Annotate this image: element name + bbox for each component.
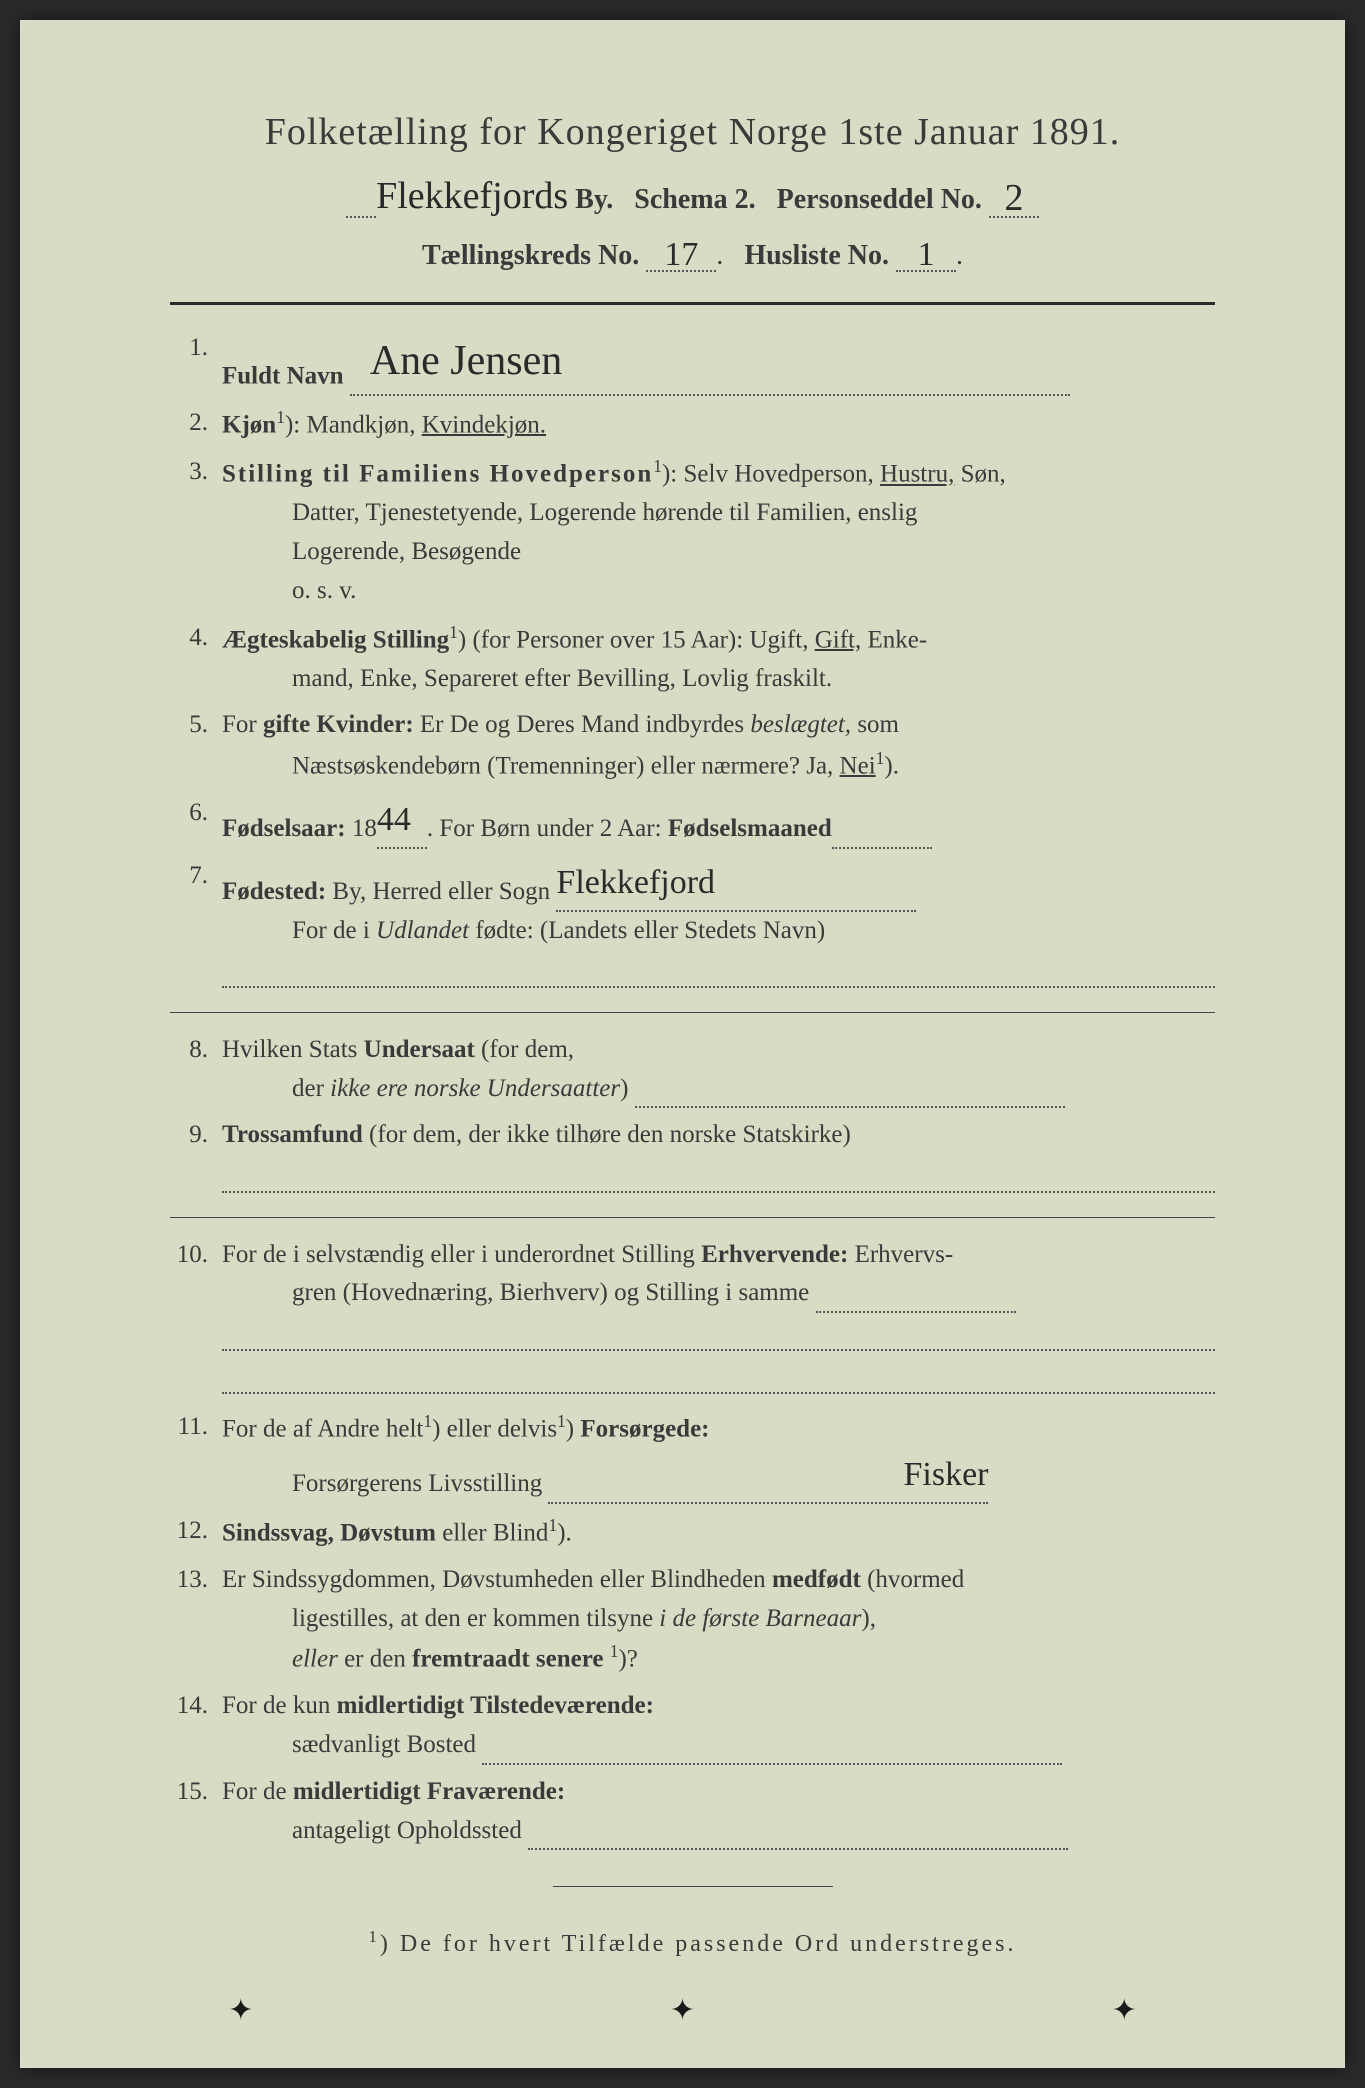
item-9: 9. Trossamfund (for dem, der ikke tilhør… (170, 1116, 1215, 1198)
form-title: Folketælling for Kongeriget Norge 1ste J… (170, 110, 1215, 154)
personseddel-label: Personseddel No. (777, 184, 982, 215)
item-num: 14. (170, 1687, 222, 1765)
kvindekjon-underlined: Kvindekjøn. (422, 411, 546, 438)
ink-mark-icon: ✦ (670, 1993, 695, 2028)
nei-underlined: Nei (840, 752, 876, 779)
kjon-label: Kjøn (222, 411, 276, 438)
header-divider (170, 302, 1215, 305)
fodested-label: Fødested: (222, 878, 326, 905)
personseddel-no: 2 (1004, 176, 1023, 220)
item-4-line2: mand, Enke, Separeret efter Bevilling, L… (222, 660, 1215, 699)
dotted-line (222, 1357, 1215, 1395)
item-num: 8. (170, 1031, 222, 1109)
husliste-label: Husliste No. (744, 240, 889, 271)
item-7: 7. Fødested: By, Herred eller Sogn Flekk… (170, 857, 1215, 994)
footnote-divider (553, 1886, 833, 1887)
aegteskab-label: Ægteskabelig Stilling (222, 626, 449, 653)
item-13: 13. Er Sindssygdommen, Døvstumheden elle… (170, 1561, 1215, 1680)
page-marks: ✦ ✦ ✦ (20, 1993, 1345, 2028)
dotted-line (222, 1313, 1215, 1351)
item-10: 10. For de i selvstændig eller i underor… (170, 1236, 1215, 1401)
husliste-no: 1 (918, 236, 935, 274)
by-label: By. (575, 184, 613, 215)
item-8: 8. Hvilken Stats Undersaat (for dem, der… (170, 1031, 1215, 1109)
item-num: 1. (170, 329, 222, 396)
item-3-line3: Logerende, Besøgende (222, 533, 1215, 572)
item-2: 2. Kjøn1): Mandkjøn, Kvindekjøn. (170, 404, 1215, 445)
item-14: 14. For de kun midlertidigt Tilstedevære… (170, 1687, 1215, 1765)
schema-label: Schema 2. (634, 184, 755, 215)
fravaerende-label: midlertidigt Fraværende: (293, 1778, 565, 1805)
fodselsmaaned-label: Fødselsmaaned (668, 815, 832, 842)
form-subheader-2: Tællingskreds No. 17. Husliste No. 1. (170, 232, 1215, 272)
name-handwritten: Ane Jensen (370, 329, 562, 394)
trossamfund-label: Trossamfund (222, 1121, 363, 1148)
ink-mark-icon: ✦ (1112, 1993, 1137, 2028)
gifte-kvinder-label: gifte Kvinder: (263, 711, 414, 738)
livsstilling-handwritten: Fisker (903, 1449, 988, 1502)
item-11: 11. For de af Andre helt1) eller delvis1… (170, 1408, 1215, 1504)
erhvervende-label: Erhvervende: (701, 1241, 848, 1268)
ink-mark-icon: ✦ (228, 1993, 253, 2028)
city-handwritten: Flekkefjords (376, 174, 568, 218)
undersaat-label: Undersaat (364, 1036, 475, 1063)
form-subheader-1: Flekkefjords By. Schema 2. Personseddel … (170, 172, 1215, 218)
item-num: 3. (170, 453, 222, 610)
fuldt-navn-label: Fuldt Navn (222, 362, 344, 389)
stilling-label: Stilling til Familiens Hovedperson (222, 461, 653, 488)
item-num: 13. (170, 1561, 222, 1680)
dotted-line (222, 1155, 1215, 1193)
item-6: 6. Fødselsaar: 1844. For Børn under 2 Aa… (170, 794, 1215, 849)
gift-underlined: Gift, (815, 626, 862, 653)
fodselsaar-label: Fødselsaar: (222, 815, 346, 842)
dotted-line (222, 950, 1215, 988)
item-num: 15. (170, 1773, 222, 1851)
form-items: 1. Fuldt Navn Ane Jensen 2. Kjøn1): Mand… (170, 329, 1215, 1850)
item-4: 4. Ægteskabelig Stilling1) (for Personer… (170, 619, 1215, 699)
forsorgede-label: Forsørgede: (580, 1415, 709, 1442)
section-divider-1 (170, 1012, 1215, 1013)
sindssvag-label: Sindssvag, Døvstum (222, 1519, 436, 1546)
item-num: 11. (170, 1408, 222, 1504)
item-12: 12. Sindssvag, Døvstum eller Blind1). (170, 1512, 1215, 1553)
kreds-label: Tællingskreds No. (422, 240, 639, 271)
footnote: 1) De for hvert Tilfælde passende Ord un… (170, 1927, 1215, 1958)
item-num: 7. (170, 857, 222, 994)
item-3: 3. Stilling til Familiens Hovedperson1):… (170, 453, 1215, 610)
item-num: 10. (170, 1236, 222, 1401)
item-5: 5. For gifte Kvinder: Er De og Deres Man… (170, 706, 1215, 786)
item-15: 15. For de midlertidigt Fraværende: anta… (170, 1773, 1215, 1851)
medfodt-label: medfødt (772, 1566, 861, 1593)
item-1: 1. Fuldt Navn Ane Jensen (170, 329, 1215, 396)
item-3-line2: Datter, Tjenestetyende, Logerende hørend… (222, 494, 1215, 533)
item-3-line4: o. s. v. (222, 572, 1215, 611)
item-num: 12. (170, 1512, 222, 1553)
form-header: Folketælling for Kongeriget Norge 1ste J… (170, 110, 1215, 272)
item-num: 2. (170, 404, 222, 445)
item-num: 6. (170, 794, 222, 849)
item-num: 5. (170, 706, 222, 786)
hustru-underlined: Hustru, (880, 461, 954, 488)
year-handwritten: 44 (377, 794, 411, 847)
kreds-no: 17 (664, 236, 698, 274)
section-divider-2 (170, 1217, 1215, 1218)
census-form-page: Folketælling for Kongeriget Norge 1ste J… (20, 20, 1345, 2068)
item-num: 4. (170, 619, 222, 699)
birthplace-handwritten: Flekkefjord (556, 857, 715, 910)
item-num: 9. (170, 1116, 222, 1198)
tilstedevaerende-label: midlertidigt Tilstedeværende: (337, 1692, 654, 1719)
